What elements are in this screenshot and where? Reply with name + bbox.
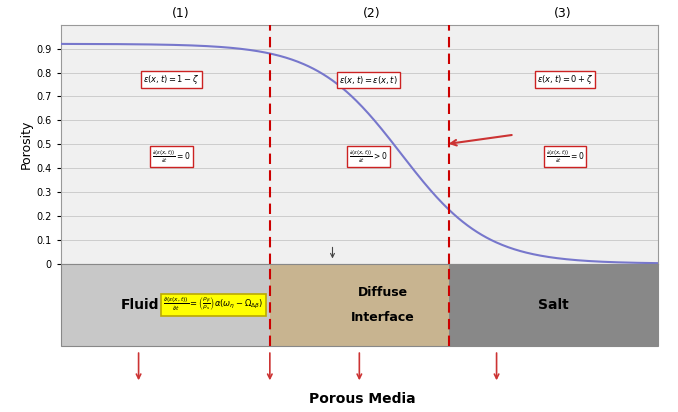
Bar bbox=[449, 264, 658, 346]
Text: $\frac{\partial(\varepsilon(x,t))}{\partial t}>0$: $\frac{\partial(\varepsilon(x,t))}{\part… bbox=[349, 148, 388, 164]
Text: (3): (3) bbox=[553, 7, 571, 20]
Text: Diffuse: Diffuse bbox=[358, 286, 408, 299]
Text: (1): (1) bbox=[172, 7, 189, 20]
Text: Fluid: Fluid bbox=[121, 298, 159, 312]
Text: Porous Media: Porous Media bbox=[309, 392, 416, 406]
Text: $\varepsilon(x,t)=0+\zeta$: $\varepsilon(x,t)=0+\zeta$ bbox=[537, 73, 593, 86]
Bar bbox=[61, 264, 270, 346]
Text: $\frac{\partial(\varepsilon(x,t))}{\partial t}=0$: $\frac{\partial(\varepsilon(x,t))}{\part… bbox=[152, 148, 191, 164]
Bar bbox=[270, 264, 449, 346]
Text: (2): (2) bbox=[363, 7, 380, 20]
Text: $\varepsilon(x,t)=1-\zeta$: $\varepsilon(x,t)=1-\zeta$ bbox=[143, 73, 199, 86]
Text: $\varepsilon(x,t)=\varepsilon(x,t)$: $\varepsilon(x,t)=\varepsilon(x,t)$ bbox=[339, 74, 398, 86]
Text: $\frac{\partial(\varepsilon(x,t))}{\partial t}=\left(\frac{\rho_{\beta}}{\rho_{s: $\frac{\partial(\varepsilon(x,t))}{\part… bbox=[163, 296, 263, 314]
Y-axis label: Porosity: Porosity bbox=[20, 119, 33, 169]
Text: Salt: Salt bbox=[538, 298, 569, 312]
Text: Interface: Interface bbox=[351, 311, 415, 324]
X-axis label: Position (m): Position (m) bbox=[324, 267, 395, 279]
Text: $\frac{\partial(\varepsilon(x,t))}{\partial t}=0$: $\frac{\partial(\varepsilon(x,t))}{\part… bbox=[546, 148, 584, 164]
